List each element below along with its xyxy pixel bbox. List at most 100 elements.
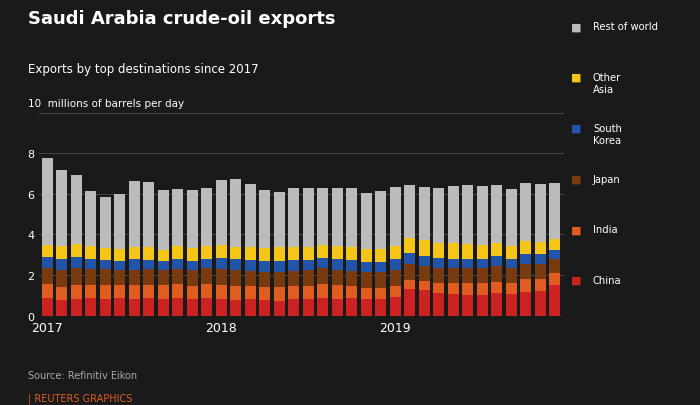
- Bar: [390, 246, 400, 259]
- Bar: [42, 268, 52, 284]
- Bar: [85, 246, 96, 259]
- Bar: [172, 269, 183, 284]
- Bar: [230, 301, 241, 316]
- Bar: [419, 256, 430, 266]
- Bar: [85, 286, 96, 299]
- Bar: [56, 301, 67, 316]
- Bar: [535, 292, 546, 316]
- Bar: [158, 271, 169, 286]
- Bar: [332, 300, 343, 316]
- Bar: [187, 190, 197, 248]
- Bar: [274, 247, 285, 261]
- Bar: [303, 260, 314, 271]
- Bar: [144, 247, 154, 260]
- Text: ■: ■: [570, 275, 581, 286]
- Bar: [550, 239, 560, 250]
- Bar: [100, 197, 111, 248]
- Bar: [129, 181, 140, 247]
- Bar: [317, 245, 328, 258]
- Bar: [172, 299, 183, 316]
- Bar: [550, 273, 560, 286]
- Bar: [477, 245, 488, 259]
- Bar: [288, 247, 299, 260]
- Bar: [433, 258, 444, 268]
- Bar: [172, 246, 183, 259]
- Bar: [375, 262, 386, 272]
- Bar: [491, 256, 502, 266]
- Bar: [172, 259, 183, 269]
- Bar: [405, 238, 415, 253]
- Bar: [477, 186, 488, 245]
- Bar: [288, 300, 299, 316]
- Bar: [491, 283, 502, 294]
- Bar: [245, 260, 255, 271]
- Bar: [506, 295, 517, 316]
- Bar: [42, 257, 52, 268]
- Bar: [375, 288, 386, 300]
- Bar: [405, 264, 415, 280]
- Bar: [259, 288, 270, 301]
- Bar: [129, 271, 140, 286]
- Bar: [462, 244, 473, 259]
- Bar: [405, 253, 415, 264]
- Bar: [245, 247, 255, 260]
- Text: Exports by top destinations since 2017: Exports by top destinations since 2017: [28, 63, 258, 76]
- Text: ■: ■: [570, 124, 581, 134]
- Bar: [346, 271, 357, 287]
- Bar: [100, 269, 111, 286]
- Bar: [85, 269, 96, 286]
- Bar: [216, 180, 227, 245]
- Bar: [332, 259, 343, 271]
- Bar: [129, 247, 140, 259]
- Bar: [405, 280, 415, 290]
- Bar: [187, 300, 197, 316]
- Bar: [462, 284, 473, 296]
- Bar: [360, 288, 372, 300]
- Bar: [288, 271, 299, 287]
- Bar: [71, 300, 82, 316]
- Bar: [187, 261, 197, 271]
- Bar: [520, 241, 531, 254]
- Bar: [245, 300, 255, 316]
- Bar: [42, 159, 52, 245]
- Text: | REUTERS GRAPHICS: | REUTERS GRAPHICS: [28, 393, 132, 403]
- Bar: [462, 259, 473, 268]
- Bar: [462, 185, 473, 244]
- Bar: [375, 249, 386, 262]
- Bar: [71, 268, 82, 286]
- Bar: [144, 299, 154, 316]
- Bar: [506, 189, 517, 246]
- Bar: [491, 266, 502, 283]
- Bar: [129, 259, 140, 271]
- Bar: [360, 300, 372, 316]
- Bar: [114, 194, 125, 249]
- Bar: [346, 247, 357, 260]
- Bar: [288, 287, 299, 300]
- Bar: [56, 246, 67, 259]
- Bar: [187, 287, 197, 300]
- Bar: [405, 185, 415, 238]
- Text: ■: ■: [570, 225, 581, 235]
- Bar: [506, 268, 517, 284]
- Bar: [317, 268, 328, 284]
- Bar: [202, 246, 212, 259]
- Bar: [230, 179, 241, 247]
- Bar: [448, 268, 458, 284]
- Bar: [158, 261, 169, 271]
- Bar: [129, 286, 140, 300]
- Bar: [202, 284, 212, 299]
- Bar: [477, 296, 488, 316]
- Bar: [390, 271, 400, 287]
- Bar: [346, 299, 357, 316]
- Bar: [375, 191, 386, 249]
- Bar: [419, 187, 430, 240]
- Bar: [477, 268, 488, 284]
- Bar: [85, 259, 96, 269]
- Bar: [491, 243, 502, 256]
- Bar: [71, 257, 82, 268]
- Bar: [375, 272, 386, 288]
- Bar: [419, 291, 430, 316]
- Bar: [317, 299, 328, 316]
- Bar: [477, 284, 488, 296]
- Bar: [202, 299, 212, 316]
